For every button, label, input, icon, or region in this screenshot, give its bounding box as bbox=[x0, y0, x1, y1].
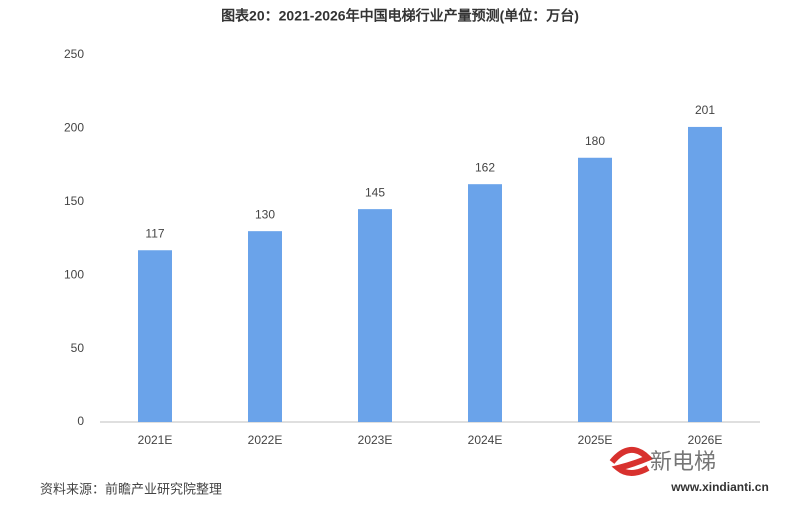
logo-text: 新电梯 bbox=[650, 449, 716, 474]
data-label: 130 bbox=[255, 207, 275, 221]
x-tick-label: 2025E bbox=[578, 433, 613, 447]
data-label: 201 bbox=[695, 103, 715, 117]
y-tick-label: 50 bbox=[71, 341, 85, 355]
data-label: 145 bbox=[365, 185, 385, 199]
bar bbox=[578, 157, 612, 422]
x-tick-label: 2024E bbox=[468, 433, 503, 447]
watermark-logo: 新电梯 www.xindianti.cn bbox=[609, 447, 769, 494]
chart-title: 图表20：2021-2026年中国电梯行业产量预测(单位：万台) bbox=[221, 8, 579, 24]
y-tick-label: 100 bbox=[64, 267, 84, 281]
source-note: 资料来源：前瞻产业研究院整理 bbox=[40, 481, 222, 496]
bar bbox=[688, 126, 722, 422]
y-tick-label: 0 bbox=[77, 414, 84, 428]
x-tick-label: 2023E bbox=[358, 433, 393, 447]
x-tick-label: 2022E bbox=[248, 433, 283, 447]
data-label: 117 bbox=[145, 226, 164, 240]
bar bbox=[138, 250, 172, 422]
y-tick-label: 150 bbox=[64, 194, 84, 208]
logo-mark bbox=[609, 447, 654, 476]
x-tick-label: 2026E bbox=[688, 433, 723, 447]
bar bbox=[248, 231, 282, 422]
bar bbox=[358, 209, 392, 422]
bar bbox=[468, 184, 502, 422]
y-tick-label: 200 bbox=[64, 121, 84, 135]
x-tick-label: 2021E bbox=[138, 433, 173, 447]
y-tick-label: 250 bbox=[64, 47, 84, 61]
data-label: 180 bbox=[585, 134, 605, 148]
data-label: 162 bbox=[475, 160, 495, 174]
logo-url: www.xindianti.cn bbox=[670, 480, 769, 494]
